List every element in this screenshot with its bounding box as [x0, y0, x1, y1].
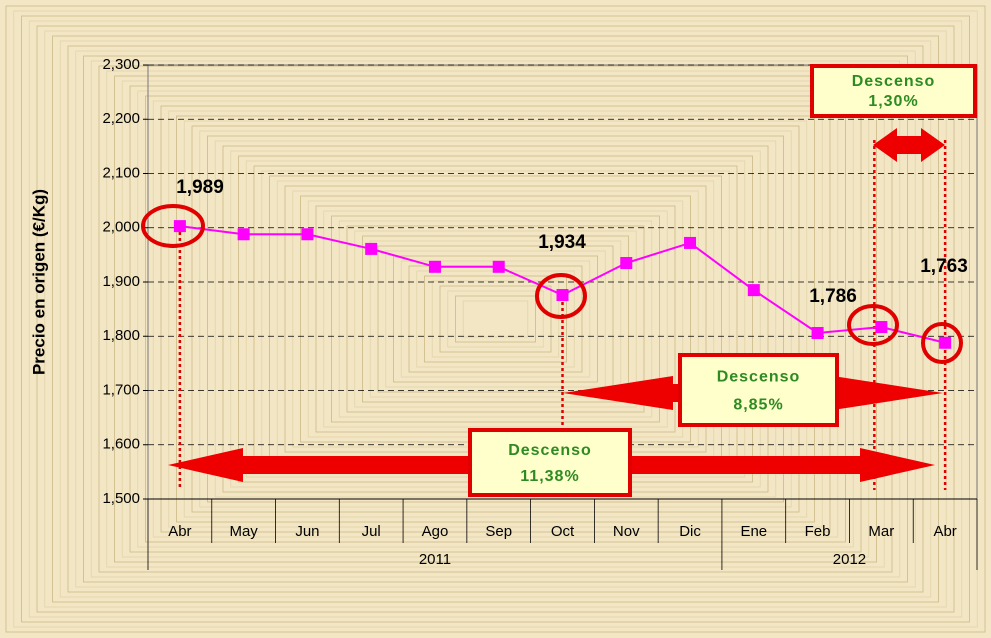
pattern-frame — [36, 25, 955, 613]
pattern-frame — [152, 100, 839, 538]
annotation: 1,786 — [809, 286, 857, 307]
pattern-frame — [385, 250, 606, 388]
data-point — [939, 336, 952, 349]
highlight-circle — [847, 304, 899, 346]
callout-title: Descenso — [852, 73, 936, 90]
annotation: 1,989 — [176, 177, 224, 198]
highlight-circle — [141, 204, 205, 248]
pattern-frame — [160, 105, 831, 533]
x-tick-label: Feb — [805, 523, 831, 540]
pattern-frame — [439, 285, 552, 353]
data-point — [237, 228, 250, 241]
x-tick-label: Mar — [868, 523, 894, 540]
data-point — [492, 260, 505, 273]
pattern-frame — [191, 125, 800, 513]
data-point — [811, 326, 824, 339]
pattern-frame — [369, 240, 622, 398]
pattern-frame — [83, 55, 908, 583]
callout-value: 8,85% — [733, 397, 783, 414]
annotation: 1,763 — [920, 256, 968, 277]
y-tick-label: 2,200 — [102, 110, 140, 127]
group-label: 2012 — [833, 551, 866, 568]
y-tick-label: 1,600 — [102, 436, 140, 453]
x-tick-label: Abr — [933, 523, 956, 540]
x-tick-label: Oct — [551, 523, 575, 540]
data-point — [365, 242, 378, 255]
y-axis-title: Precio en origen (€/Kg) — [29, 189, 48, 375]
highlight-circle — [921, 322, 963, 364]
pattern-frame — [137, 90, 854, 548]
data-point — [747, 284, 760, 297]
y-tick-label: 2,300 — [102, 56, 140, 73]
callout-title: Descenso — [508, 442, 592, 459]
y-tick-label: 1,500 — [102, 490, 140, 507]
pattern-frame — [129, 85, 862, 553]
callout-title: Descenso — [717, 369, 801, 386]
x-tick-label: Jun — [295, 523, 319, 540]
x-tick-label: Abr — [168, 523, 191, 540]
y-tick-label: 2,000 — [102, 219, 140, 236]
pattern-frame — [21, 15, 970, 623]
pattern-frame — [377, 245, 614, 393]
pattern-frame — [176, 115, 815, 523]
pattern-frame — [393, 255, 598, 383]
pattern-frame — [462, 300, 529, 338]
pattern-frame — [183, 120, 808, 518]
pattern-frame — [145, 95, 846, 543]
x-tick-label: Ene — [740, 523, 767, 540]
x-tick-label: Sep — [485, 523, 512, 540]
pattern-frame — [424, 275, 567, 363]
arrow — [873, 128, 945, 162]
x-tick-label: Nov — [613, 523, 640, 540]
group-label: 2011 — [419, 551, 451, 568]
pattern-frame — [28, 20, 963, 618]
pattern-frame — [114, 75, 877, 563]
pattern-frame — [98, 65, 893, 573]
pattern-frame — [59, 40, 932, 598]
pattern-frame — [67, 45, 924, 593]
pattern-frame — [52, 35, 939, 603]
y-tick-label: 2,100 — [102, 164, 140, 181]
highlight-circle — [535, 273, 587, 319]
y-tick-label: 1,700 — [102, 381, 140, 398]
x-tick-label: Jul — [362, 523, 381, 540]
pattern-frame — [44, 30, 947, 608]
data-point — [684, 236, 697, 249]
pattern-frame — [168, 110, 823, 528]
x-tick-label: May — [229, 523, 258, 540]
x-tick-label: Ago — [422, 523, 449, 540]
callout-value: 1,30% — [868, 93, 918, 110]
y-tick-label: 1,800 — [102, 327, 140, 344]
pattern-frame — [362, 235, 629, 403]
y-tick-label: 1,900 — [102, 273, 140, 290]
pattern-frame — [354, 230, 637, 408]
data-point — [875, 321, 888, 334]
pattern-frame — [106, 70, 885, 568]
pattern-frame — [121, 80, 870, 558]
callout-value: 11,38% — [520, 468, 579, 485]
pattern-frame — [447, 290, 544, 348]
data-point — [620, 257, 633, 270]
pattern-frame — [199, 130, 792, 508]
pattern-frame — [90, 60, 901, 578]
annotation: 1,934 — [538, 232, 586, 253]
pattern-frame — [75, 50, 916, 588]
data-point — [556, 289, 569, 302]
x-tick-label: Dic — [679, 523, 701, 540]
data-point — [428, 260, 441, 273]
callout-box — [468, 428, 632, 497]
pattern-frame — [431, 280, 560, 358]
pattern-frame — [455, 295, 536, 343]
pattern-frame — [323, 210, 668, 428]
pattern-frame — [5, 5, 986, 633]
pattern-frame — [338, 220, 653, 418]
pattern-frame — [207, 135, 784, 503]
data-point — [301, 228, 314, 241]
pattern-frame — [331, 215, 660, 423]
data-point — [173, 220, 186, 233]
callout-box — [678, 353, 839, 427]
pattern-frame — [346, 225, 645, 413]
callout-box — [810, 64, 977, 118]
